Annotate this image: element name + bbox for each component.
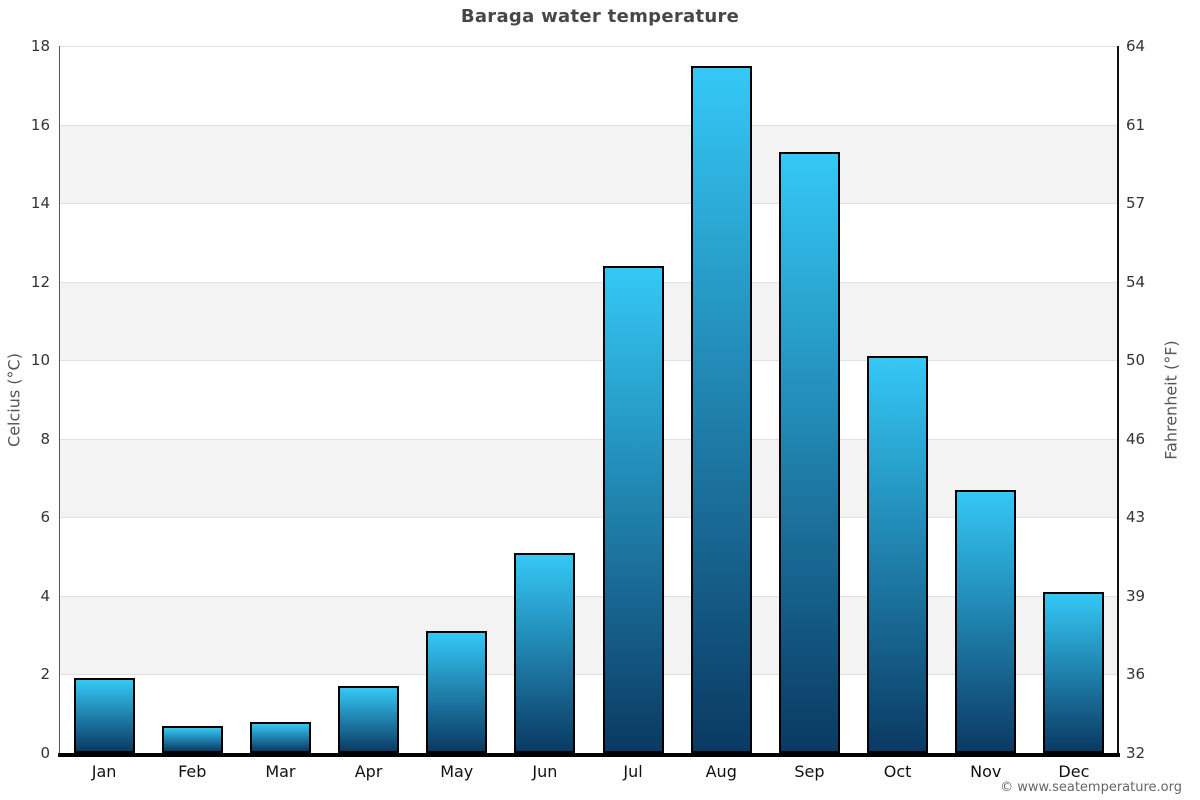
bar-oct[interactable] [867,356,929,753]
copyright-text: © www.seatemperature.org [1000,780,1182,795]
bar-jun[interactable] [514,552,576,753]
bar-jul[interactable] [602,265,664,753]
gridline [60,46,1118,47]
y-tick-celsius-18: 18 [30,37,50,55]
plot-band [60,438,1118,518]
x-axis-label-feb: Feb [178,762,207,781]
gridline [60,674,1118,675]
gridline [60,360,1118,361]
x-axis-label-nov: Nov [970,762,1002,781]
y-tick-fahrenheit-50: 50 [1126,351,1146,370]
x-axis-label-apr: Apr [354,762,383,781]
bar-dec[interactable] [1043,591,1105,753]
y-tick-fahrenheit-39: 39 [1126,586,1146,605]
y-tick-fahrenheit-57: 57 [1126,194,1146,213]
y-tick-celsius-2: 2 [40,665,50,684]
bar-nov[interactable] [955,489,1017,753]
y-tick-fahrenheit-64: 64 [1126,37,1146,55]
y-tick-celsius-0: 0 [40,744,50,762]
gridline [60,282,1118,283]
plot-band [60,124,1118,204]
y-tick-celsius-10: 10 [30,351,50,370]
y-tick-fahrenheit-43: 43 [1126,508,1146,527]
gridline [60,596,1118,597]
x-axis-label-jun: Jun [532,762,558,781]
bar-feb[interactable] [161,725,223,753]
gridline [60,203,1118,204]
x-axis-baseline [58,753,1120,757]
gridline [60,125,1118,126]
y-tick-celsius-12: 12 [30,272,50,291]
plot-band [60,281,1118,361]
y-tick-fahrenheit-36: 36 [1126,665,1146,684]
x-axis-label-jan: Jan [91,762,117,781]
left-axis-line [59,46,60,753]
bar-jan[interactable] [73,678,135,753]
x-axis-label-mar: Mar [265,762,296,781]
bar-mar[interactable] [249,721,311,753]
y-tick-celsius-14: 14 [30,194,50,213]
gridline [60,439,1118,440]
y-tick-celsius-4: 4 [40,586,50,605]
y-tick-celsius-16: 16 [30,115,50,134]
bar-apr[interactable] [338,686,400,753]
chart-title: Baraga water temperature [460,6,740,27]
x-axis-label-aug: Aug [705,762,737,781]
y-tick-fahrenheit-32: 32 [1126,744,1146,762]
y-tick-celsius-6: 6 [40,508,50,527]
x-axis-label-sep: Sep [794,762,825,781]
bar-sep[interactable] [778,152,840,753]
x-axis-label-dec: Dec [1058,762,1090,781]
y-tick-fahrenheit-61: 61 [1126,115,1146,134]
bar-may[interactable] [426,631,488,753]
y-tick-celsius-8: 8 [40,429,50,448]
gridline [60,517,1118,518]
x-axis-label-may: May [440,762,474,781]
x-axis-label-jul: Jul [623,762,643,781]
y-tick-fahrenheit-54: 54 [1126,272,1146,291]
plot-band [60,595,1118,675]
x-axis-label-oct: Oct [883,762,912,781]
right-axis-line [1117,46,1119,757]
bar-aug[interactable] [690,65,752,753]
y-tick-fahrenheit-46: 46 [1126,429,1146,448]
